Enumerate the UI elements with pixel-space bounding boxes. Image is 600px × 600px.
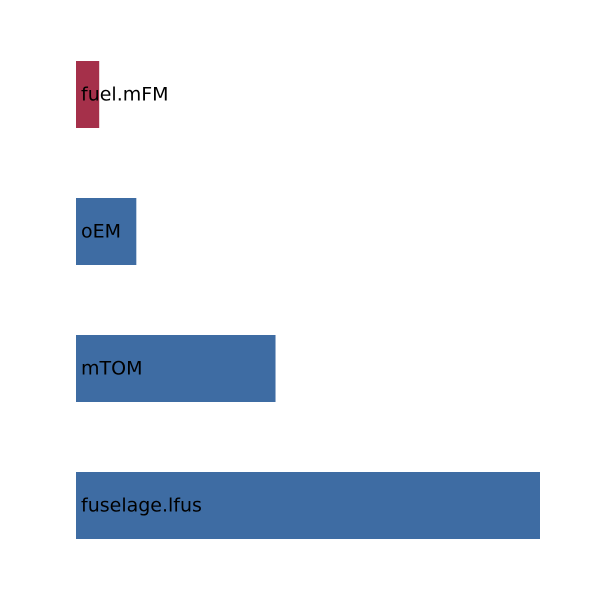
bar-fuselage-lfus <box>76 472 540 539</box>
bar-oem <box>76 198 137 265</box>
bar-label: mTOM <box>81 358 142 380</box>
bar-label: oEM <box>81 221 121 243</box>
bar-label: fuselage.lfus <box>81 495 202 517</box>
bar-mtom <box>76 335 276 402</box>
labels-group: fuel.mFM oEM mTOM fuselage.lfus <box>81 84 202 517</box>
bar-label: fuel.mFM <box>81 84 169 106</box>
bar-fuel-mfm <box>76 61 100 128</box>
bars-group <box>76 61 540 539</box>
